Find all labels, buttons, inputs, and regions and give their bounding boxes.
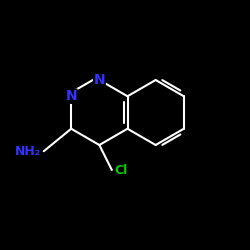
Text: N: N xyxy=(94,73,105,87)
Text: Cl: Cl xyxy=(114,164,128,176)
Text: NH₂: NH₂ xyxy=(15,145,41,158)
Text: N: N xyxy=(66,89,77,103)
